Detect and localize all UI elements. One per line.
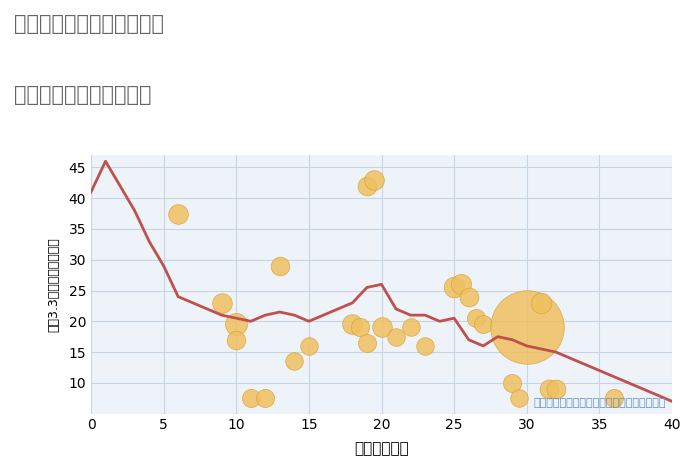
Point xyxy=(608,394,620,402)
Point xyxy=(172,210,183,217)
Point xyxy=(419,342,430,350)
Point xyxy=(536,299,547,306)
X-axis label: 築年数（年）: 築年数（年） xyxy=(354,441,409,456)
Point xyxy=(260,394,271,402)
Point xyxy=(376,324,387,331)
Point xyxy=(361,182,372,189)
Point xyxy=(391,333,402,340)
Point xyxy=(514,394,525,402)
Point xyxy=(245,394,256,402)
Point xyxy=(303,342,314,350)
Text: 円の大きさは、取引のあった物件面積を示す: 円の大きさは、取引のあった物件面積を示す xyxy=(534,398,666,408)
Point xyxy=(231,321,242,328)
Text: 兵庫県佐用郡佐用町真盛の: 兵庫県佐用郡佐用町真盛の xyxy=(14,14,164,34)
Y-axis label: 坪（3.3㎡）単価（万円）: 坪（3.3㎡）単価（万円） xyxy=(47,237,60,332)
Point xyxy=(274,262,286,270)
Point xyxy=(216,299,228,306)
Point xyxy=(369,176,380,183)
Point xyxy=(507,379,518,387)
Point xyxy=(405,324,416,331)
Point xyxy=(354,324,365,331)
Point xyxy=(231,336,242,344)
Point xyxy=(456,281,467,288)
Point xyxy=(543,385,554,393)
Point xyxy=(550,385,561,393)
Point xyxy=(361,339,372,346)
Point xyxy=(289,358,300,365)
Point xyxy=(463,293,475,300)
Point xyxy=(449,284,460,291)
Point xyxy=(477,321,489,328)
Point xyxy=(346,321,358,328)
Point xyxy=(521,324,532,331)
Text: 築年数別中古戸建て価格: 築年数別中古戸建て価格 xyxy=(14,85,151,105)
Point xyxy=(470,314,482,322)
